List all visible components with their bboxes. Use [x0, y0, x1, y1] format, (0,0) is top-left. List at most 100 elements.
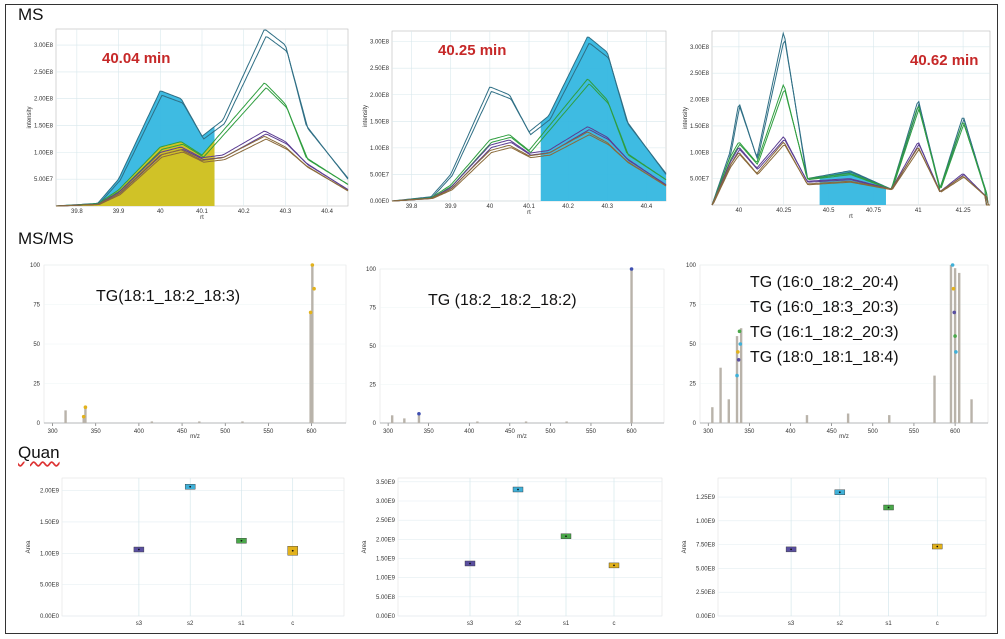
- lipid-annotation: TG (18:2_18:2_18:2): [428, 292, 577, 309]
- spectrum-peak: [727, 399, 730, 423]
- y-tick-label: 1.50E9: [40, 520, 60, 526]
- matched-ion-point: [953, 334, 957, 338]
- x-tick-label: 500: [868, 429, 879, 435]
- y-tick-label: 5.00E7: [34, 177, 54, 183]
- x-tick-label: 300: [383, 429, 394, 435]
- x-tick-label: 39.9: [445, 204, 457, 210]
- spectrum-peak: [805, 415, 809, 423]
- msms-chart-3: 300 350 400 450 500 550 600 0 25 50 75 100 m/z TG (16…: [686, 263, 989, 439]
- sample-median-dot: [469, 562, 471, 565]
- y-tick-label: 1.50E9: [376, 557, 396, 563]
- x-tick-label: 450: [177, 429, 188, 435]
- chromatogram-line: [711, 89, 990, 206]
- y-tick-label: 2.50E8: [34, 70, 54, 76]
- y-tick-label: 75: [33, 303, 40, 309]
- x-tick-label: s3: [467, 621, 474, 627]
- msms-chart-1: 300 350 400 450 500 550 600 0 25 50 75 100 m/z TG(18:…: [30, 263, 347, 439]
- y-tick-label: 0: [693, 421, 697, 427]
- lipid-annotation: TG(18:1_18:2_18:3): [96, 288, 240, 305]
- y-tick-label: 1.00E8: [370, 146, 390, 152]
- sample-median-dot: [790, 548, 792, 551]
- x-tick-label: 39.9: [113, 209, 125, 215]
- x-tick-label: s3: [136, 621, 143, 627]
- chromatogram-line: [56, 36, 349, 207]
- chromatogram-line: [392, 134, 667, 202]
- quan-chart-3: 0.00E0 2.50E8 5.00E8 7.50E8 1.00E9 1.25E9 Area…: [682, 477, 987, 627]
- spectrum-peak: [198, 421, 201, 423]
- x-tick-label: s1: [563, 621, 570, 627]
- sample-median-dot: [517, 488, 519, 491]
- x-tick-label: 40.2: [562, 204, 574, 210]
- y-tick-label: 5.00E8: [40, 583, 60, 589]
- x-tick-label: 400: [786, 429, 797, 435]
- y-tick-label: 5.00E8: [696, 566, 716, 572]
- x-tick-label: s1: [238, 621, 245, 627]
- msms-chart-2: 300 350 400 450 500 550 600 0 25 50 75 100 m/z TG (18…: [366, 267, 665, 439]
- x-tick-label: s2: [515, 621, 522, 627]
- y-tick-label: 5.00E8: [376, 595, 396, 601]
- y-tick-label: 50: [689, 342, 696, 348]
- x-tick-label: 40.5: [823, 208, 835, 214]
- matched-ion-point: [312, 286, 316, 291]
- y-tick-label: 1.00E9: [696, 519, 716, 525]
- x-tick-label: 400: [464, 429, 475, 435]
- spectrum-peak: [524, 421, 528, 423]
- figure-frame: MS MS/MS Quan 39.8 39.9 40 40.1 40.2 40.3 40.4…: [5, 4, 998, 634]
- x-tick-label: 500: [220, 429, 231, 435]
- y-tick-label: 1.25E9: [696, 495, 716, 501]
- sample-median-dot: [189, 485, 192, 488]
- y-axis-label: Area: [682, 540, 688, 553]
- lipid-annotation: TG (16:0_18:3_20:3): [750, 299, 899, 316]
- spectrum-peak: [953, 268, 957, 423]
- matched-ion-point: [417, 411, 421, 416]
- spectrum-peak: [630, 269, 633, 423]
- y-tick-label: 7.50E8: [696, 543, 716, 549]
- x-tick-label: s3: [788, 621, 795, 627]
- x-tick-label: 40.2: [238, 209, 250, 215]
- ms-chart-1: 39.8 39.9 40 40.1 40.2 40.3 40.4 5.00E7 1.00E8 1.…: [27, 28, 349, 220]
- y-tick-label: 25: [33, 382, 40, 388]
- spectrum-peak: [84, 407, 87, 423]
- x-tick-label: 41: [915, 208, 922, 214]
- quan-section-label: Quan: [18, 443, 60, 462]
- matched-ion-point: [81, 414, 86, 419]
- y-tick-label: 5.00E7: [690, 177, 710, 183]
- y-tick-label: 1.00E9: [376, 576, 396, 582]
- matched-ion-point: [952, 310, 957, 315]
- y-axis-label: intensity: [27, 106, 33, 128]
- x-tick-label: 41.25: [956, 208, 972, 214]
- y-tick-label: 1.50E8: [690, 124, 710, 130]
- matched-ion-point: [310, 263, 315, 267]
- matched-ion-point: [738, 342, 743, 346]
- x-tick-label: 40: [487, 204, 494, 210]
- matched-ion-point: [83, 405, 88, 409]
- spectrum-peak: [739, 328, 743, 423]
- x-tick-label: 600: [306, 429, 317, 435]
- y-axis-label: intensity: [683, 107, 689, 129]
- x-tick-label: 40.25: [776, 208, 792, 214]
- x-tick-label: 350: [91, 429, 102, 435]
- chromatogram-line: [391, 78, 667, 202]
- sample-median-dot: [936, 545, 939, 548]
- spectrum-peak: [150, 421, 154, 423]
- y-tick-label: 3.00E8: [370, 40, 390, 46]
- x-tick-label: 550: [586, 429, 597, 435]
- chromatogram-line: [55, 82, 349, 207]
- x-tick-label: 40: [736, 208, 743, 214]
- spectrum-peak: [888, 415, 891, 423]
- y-tick-label: 100: [366, 267, 377, 273]
- y-tick-label: 25: [369, 383, 376, 389]
- spectrum-peak: [958, 272, 961, 423]
- chromatogram-line: [711, 83, 990, 206]
- matched-ion-point: [308, 310, 313, 315]
- y-tick-label: 25: [689, 382, 696, 388]
- x-axis-label: rt: [527, 210, 531, 215]
- quan-chart-1: 0.00E0 5.00E8 1.00E9 1.50E9 2.00E9 Area s3 s2 s1…: [26, 477, 345, 627]
- spectrum-peak: [949, 265, 953, 423]
- matched-ion-point: [735, 373, 739, 378]
- plot-area: [397, 477, 663, 617]
- y-tick-label: 2.00E9: [376, 537, 396, 543]
- spectrum-peak: [390, 415, 394, 423]
- sample-median-dot: [887, 506, 890, 509]
- x-tick-label: 40.4: [321, 209, 333, 215]
